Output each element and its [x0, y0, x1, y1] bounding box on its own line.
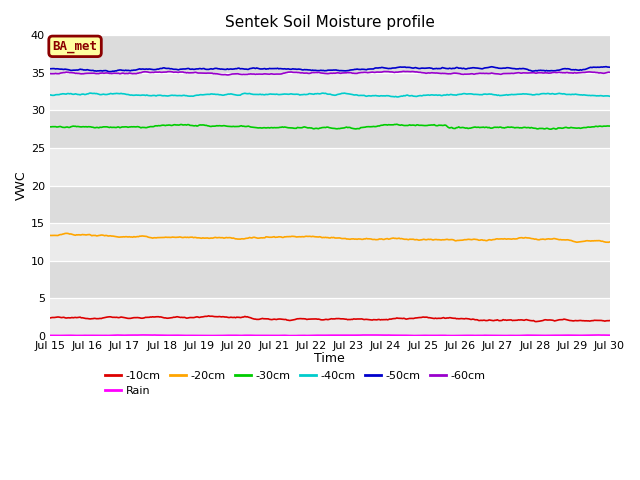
-40cm [221, 92, 229, 97]
-60cm [387, 69, 395, 75]
-20cm [62, 230, 70, 236]
-60cm [360, 70, 368, 75]
Bar [50, 148, 609, 185]
Rain [605, 332, 613, 338]
-30cm [46, 124, 54, 130]
-30cm [386, 122, 394, 128]
Bar [50, 223, 609, 261]
Line: Rain: Rain [50, 335, 609, 336]
-60cm [46, 71, 54, 76]
-30cm [282, 124, 290, 130]
-40cm [87, 90, 95, 96]
-60cm [460, 72, 467, 77]
-10cm [360, 317, 368, 323]
-10cm [605, 318, 613, 324]
Rain [290, 333, 298, 338]
Line: -20cm: -20cm [50, 233, 609, 242]
-40cm [460, 91, 467, 96]
Rain [557, 332, 564, 338]
-30cm [393, 121, 401, 127]
-50cm [106, 69, 113, 74]
-20cm [283, 234, 291, 240]
Bar [50, 73, 609, 110]
-30cm [605, 123, 613, 129]
Rain [362, 332, 369, 338]
Bar [50, 261, 609, 298]
-50cm [360, 66, 368, 72]
-20cm [387, 236, 395, 241]
-30cm [220, 123, 228, 129]
-50cm [387, 66, 395, 72]
X-axis label: Time: Time [314, 352, 345, 365]
-20cm [605, 239, 613, 245]
-10cm [557, 317, 564, 323]
-60cm [223, 72, 231, 78]
-60cm [400, 69, 408, 74]
-10cm [283, 317, 291, 323]
Bar [50, 298, 609, 336]
-30cm [458, 125, 466, 131]
-40cm [557, 91, 564, 96]
Line: -60cm: -60cm [50, 72, 609, 75]
Line: -10cm: -10cm [50, 316, 609, 322]
-40cm [387, 94, 395, 99]
-30cm [547, 126, 555, 132]
-10cm [221, 314, 229, 320]
-40cm [360, 93, 368, 98]
Rain [143, 332, 150, 338]
-10cm [458, 316, 466, 322]
-30cm [359, 124, 367, 130]
-30cm [557, 125, 564, 131]
-50cm [458, 66, 466, 72]
Rain [460, 333, 467, 338]
Rain [283, 333, 291, 338]
Title: Sentek Soil Moisture profile: Sentek Soil Moisture profile [225, 15, 435, 30]
-40cm [283, 91, 291, 97]
-10cm [532, 319, 540, 324]
-20cm [360, 236, 368, 242]
-50cm [605, 64, 613, 70]
Bar [50, 185, 609, 223]
Line: -50cm: -50cm [50, 67, 609, 72]
-60cm [283, 70, 291, 75]
Bar [50, 110, 609, 148]
-50cm [283, 66, 291, 72]
-40cm [605, 93, 613, 99]
-10cm [387, 316, 395, 322]
-40cm [394, 94, 402, 100]
Rain [388, 332, 396, 338]
-10cm [46, 315, 54, 321]
-50cm [46, 66, 54, 72]
-60cm [557, 70, 564, 75]
-50cm [602, 64, 610, 70]
Line: -30cm: -30cm [50, 124, 609, 129]
-20cm [46, 232, 54, 238]
Line: -40cm: -40cm [50, 93, 609, 97]
-50cm [221, 67, 229, 72]
-20cm [458, 237, 466, 243]
-10cm [205, 313, 212, 319]
Y-axis label: VWC: VWC [15, 171, 28, 200]
Bar [50, 36, 609, 73]
Legend: Rain: Rain [100, 382, 155, 401]
Rain [46, 333, 54, 338]
Rain [221, 333, 229, 338]
Text: BA_met: BA_met [52, 40, 97, 53]
-60cm [220, 72, 228, 78]
-20cm [221, 235, 229, 241]
-20cm [556, 237, 563, 242]
-20cm [605, 240, 612, 245]
-50cm [556, 67, 563, 73]
-60cm [605, 70, 613, 75]
-40cm [46, 92, 54, 98]
